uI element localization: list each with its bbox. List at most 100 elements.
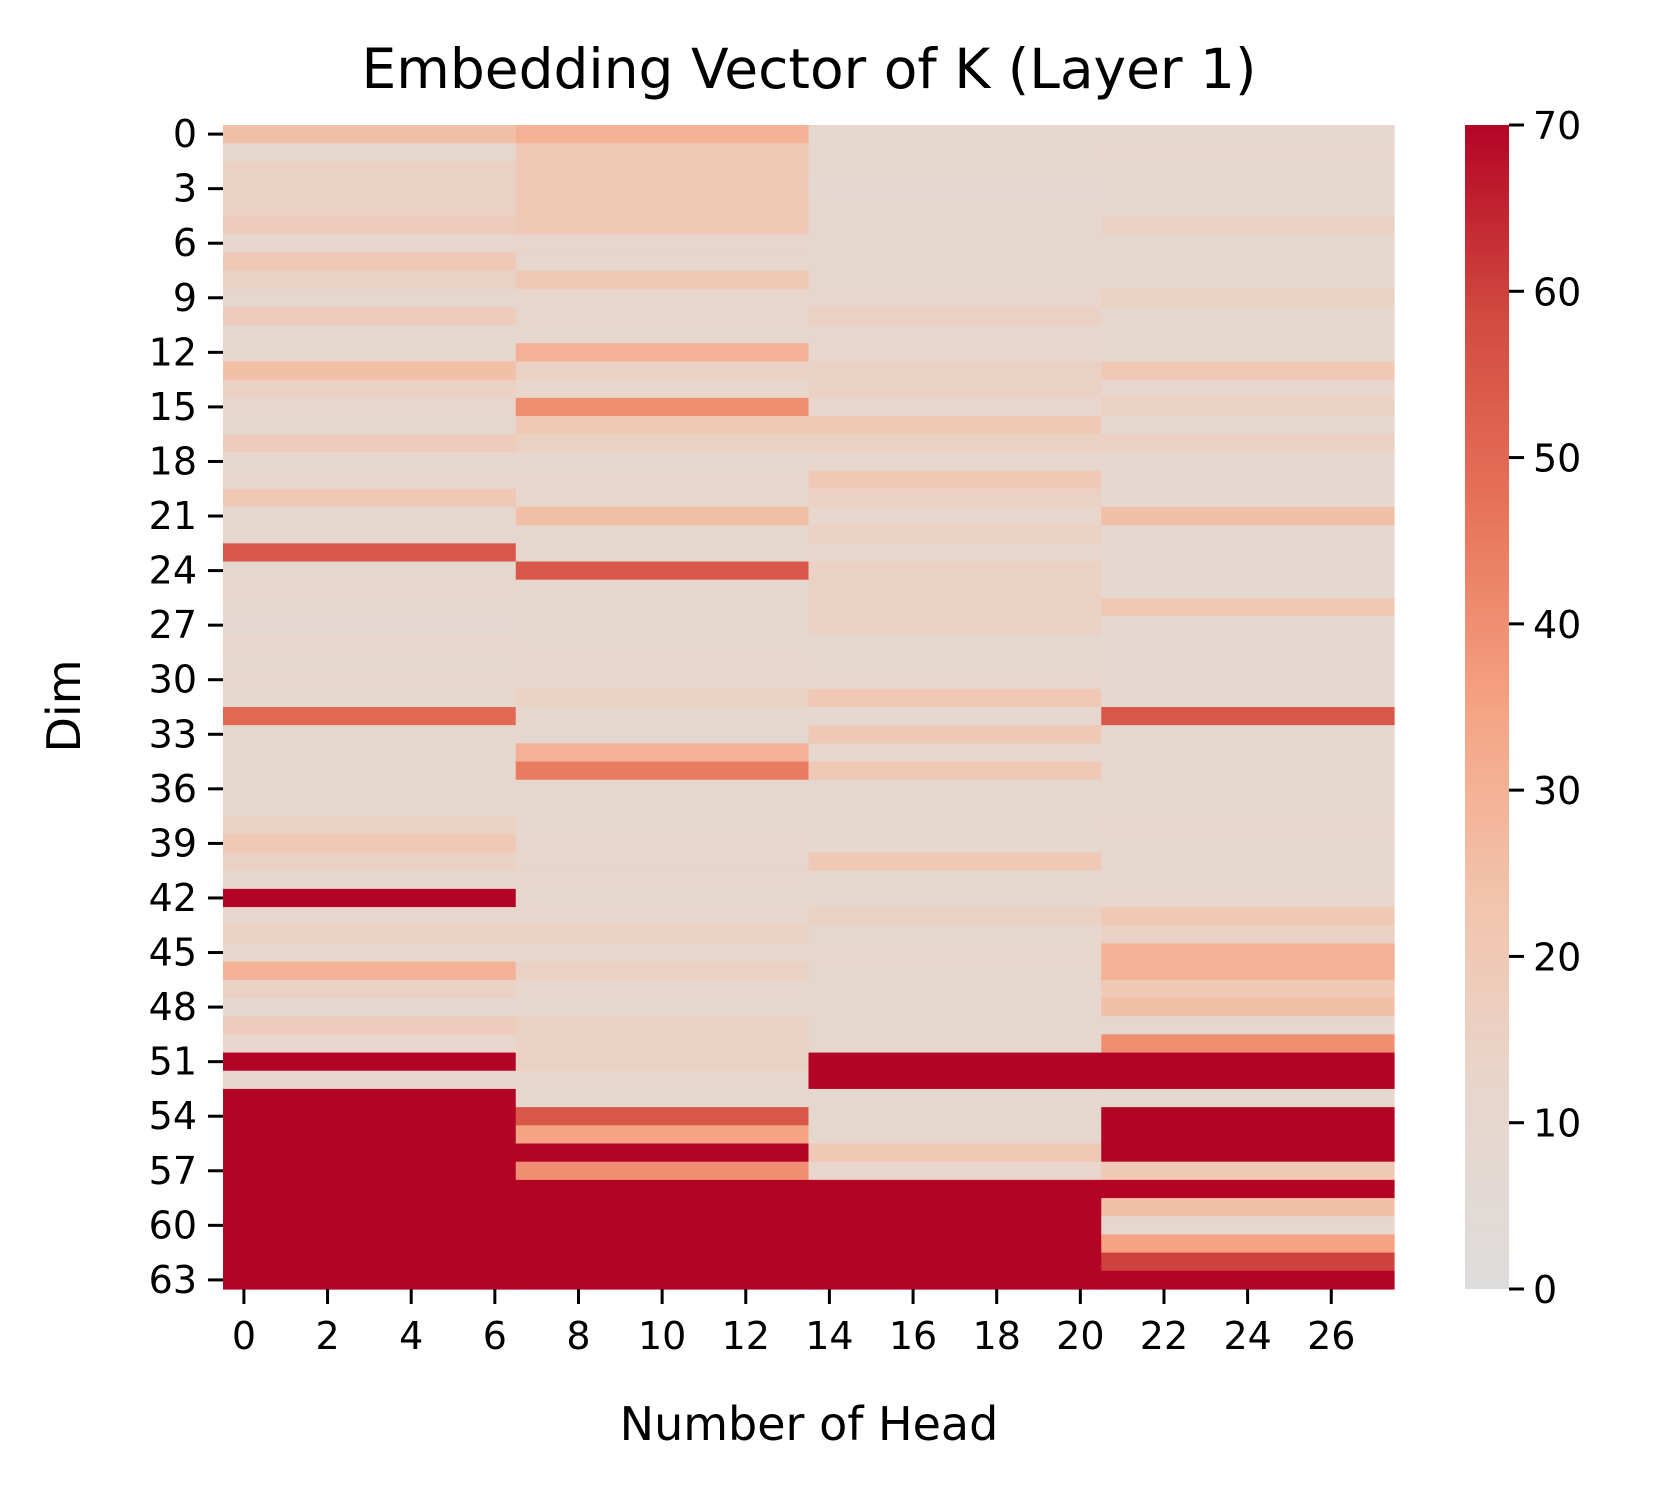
- heatmap-cell: [1101, 179, 1395, 199]
- heatmap-cell: [1101, 888, 1395, 908]
- heatmap-cell: [223, 361, 517, 381]
- y-tick-label: 42: [149, 876, 197, 920]
- colorbar-tick-label: 0: [1533, 1268, 1557, 1312]
- heatmap-cell: [808, 125, 1102, 144]
- x-tick-label: 20: [1056, 1314, 1104, 1358]
- heatmap-cell: [515, 961, 810, 981]
- heatmap-cell: [515, 597, 810, 617]
- heatmap-cell: [515, 797, 810, 817]
- heatmap-cell: [223, 834, 517, 854]
- heatmap-cell: [223, 870, 517, 890]
- heatmap-cell: [223, 343, 517, 363]
- heatmap-cell: [223, 961, 517, 981]
- heatmap-cell: [515, 579, 810, 599]
- heatmap-cell: [808, 543, 1102, 563]
- heatmap-cell: [1101, 452, 1395, 472]
- heatmap-cell: [1101, 1016, 1395, 1035]
- heatmap-cell: [223, 1052, 517, 1072]
- heatmap-cell: [223, 1252, 517, 1272]
- x-tick-label: 14: [805, 1314, 853, 1358]
- heatmap-cell: [1101, 743, 1395, 763]
- heatmap-cell: [1101, 125, 1395, 144]
- heatmap-cell: [515, 888, 810, 908]
- heatmap-cell: [223, 743, 517, 763]
- heatmap-cell: [515, 779, 810, 799]
- x-tick-label: 2: [315, 1314, 339, 1358]
- heatmap-cell: [1101, 361, 1395, 381]
- heatmap-cell: [1101, 525, 1395, 544]
- heatmap-cell: [515, 1125, 810, 1145]
- colorbar-tick-label: 10: [1533, 1102, 1581, 1146]
- heatmap-cell: [808, 161, 1102, 181]
- heatmap-cell: [808, 961, 1102, 981]
- y-tick-label: 27: [149, 603, 197, 647]
- heatmap-cell: [808, 907, 1102, 926]
- heatmap-cell: [1101, 234, 1395, 253]
- heatmap-cell: [223, 215, 517, 235]
- heatmap-cell: [808, 1270, 1102, 1290]
- heatmap-cell: [808, 797, 1102, 817]
- heatmap-cell: [515, 379, 810, 399]
- heatmap-cell: [223, 416, 517, 435]
- heatmap-cell: [515, 397, 810, 417]
- colorbar-axis: 0 10 20 30 40 50 60 70: [1509, 104, 1581, 1312]
- heatmap-cell: [223, 1070, 517, 1090]
- y-tick-label: 63: [149, 1258, 197, 1302]
- y-tick-label: 3: [173, 167, 197, 211]
- heatmap-cell: [223, 652, 517, 672]
- heatmap-cell: [808, 1179, 1102, 1199]
- heatmap-cell: [808, 452, 1102, 472]
- heatmap-cell: [223, 761, 517, 781]
- x-tick-label: 12: [722, 1314, 770, 1358]
- heatmap-cell: [808, 579, 1102, 599]
- x-tick-label: 4: [399, 1314, 423, 1358]
- heatmap-cell: [515, 634, 810, 654]
- heatmap-cell: [808, 1161, 1102, 1181]
- y-tick-label: 15: [149, 385, 197, 429]
- y-tick-label: 21: [149, 494, 197, 538]
- heatmap-cell: [223, 1107, 517, 1126]
- heatmap-cell: [223, 852, 517, 872]
- heatmap-cell: [808, 143, 1102, 162]
- heatmap-cell: [808, 1070, 1102, 1090]
- heatmap-cell: [1101, 1107, 1395, 1126]
- heatmap-cell: [223, 270, 517, 290]
- heatmap-cell: [515, 870, 810, 890]
- y-tick-label: 24: [149, 549, 197, 593]
- heatmap-cell: [1101, 161, 1395, 181]
- heatmap-cell: [808, 470, 1102, 490]
- x-tick-label: 24: [1223, 1314, 1271, 1358]
- colorbar-tick-label: 70: [1533, 104, 1581, 148]
- heatmap-cell: [1101, 543, 1395, 563]
- x-tick-label: 6: [483, 1314, 507, 1358]
- heatmap-cell: [223, 925, 517, 945]
- heatmap-cell: [808, 306, 1102, 326]
- heatmap-cell: [808, 416, 1102, 435]
- heatmap-cell: [1101, 652, 1395, 672]
- heatmap-cell: [223, 979, 517, 999]
- y-tick-label: 36: [149, 767, 197, 811]
- heatmap-cell: [1101, 634, 1395, 654]
- heatmap-cell: [1101, 379, 1395, 399]
- heatmap-cell: [515, 1143, 810, 1163]
- heatmap-cell: [1101, 416, 1395, 435]
- heatmap-cell: [515, 1252, 810, 1272]
- heatmap-cell: [223, 616, 517, 635]
- heatmap-cell: [223, 579, 517, 599]
- heatmap-cell: [223, 379, 517, 399]
- y-tick-label: 18: [149, 439, 197, 483]
- heatmap-cell: [808, 652, 1102, 672]
- heatmap-cell: [808, 779, 1102, 799]
- heatmap-cell: [515, 1216, 810, 1236]
- heatmap-cell: [1101, 979, 1395, 999]
- y-tick-label: 12: [149, 330, 197, 374]
- heatmap-cell: [223, 688, 517, 708]
- heatmap-cell: [223, 943, 517, 963]
- heatmap-cell: [1101, 597, 1395, 617]
- heatmap-cell: [515, 1179, 810, 1199]
- heatmap-cell: [1101, 1052, 1395, 1072]
- heatmap-cell: [515, 1088, 810, 1108]
- heatmap-cell: [808, 1143, 1102, 1163]
- heatmap-cell: [1101, 343, 1395, 363]
- heatmap-cell: [808, 834, 1102, 854]
